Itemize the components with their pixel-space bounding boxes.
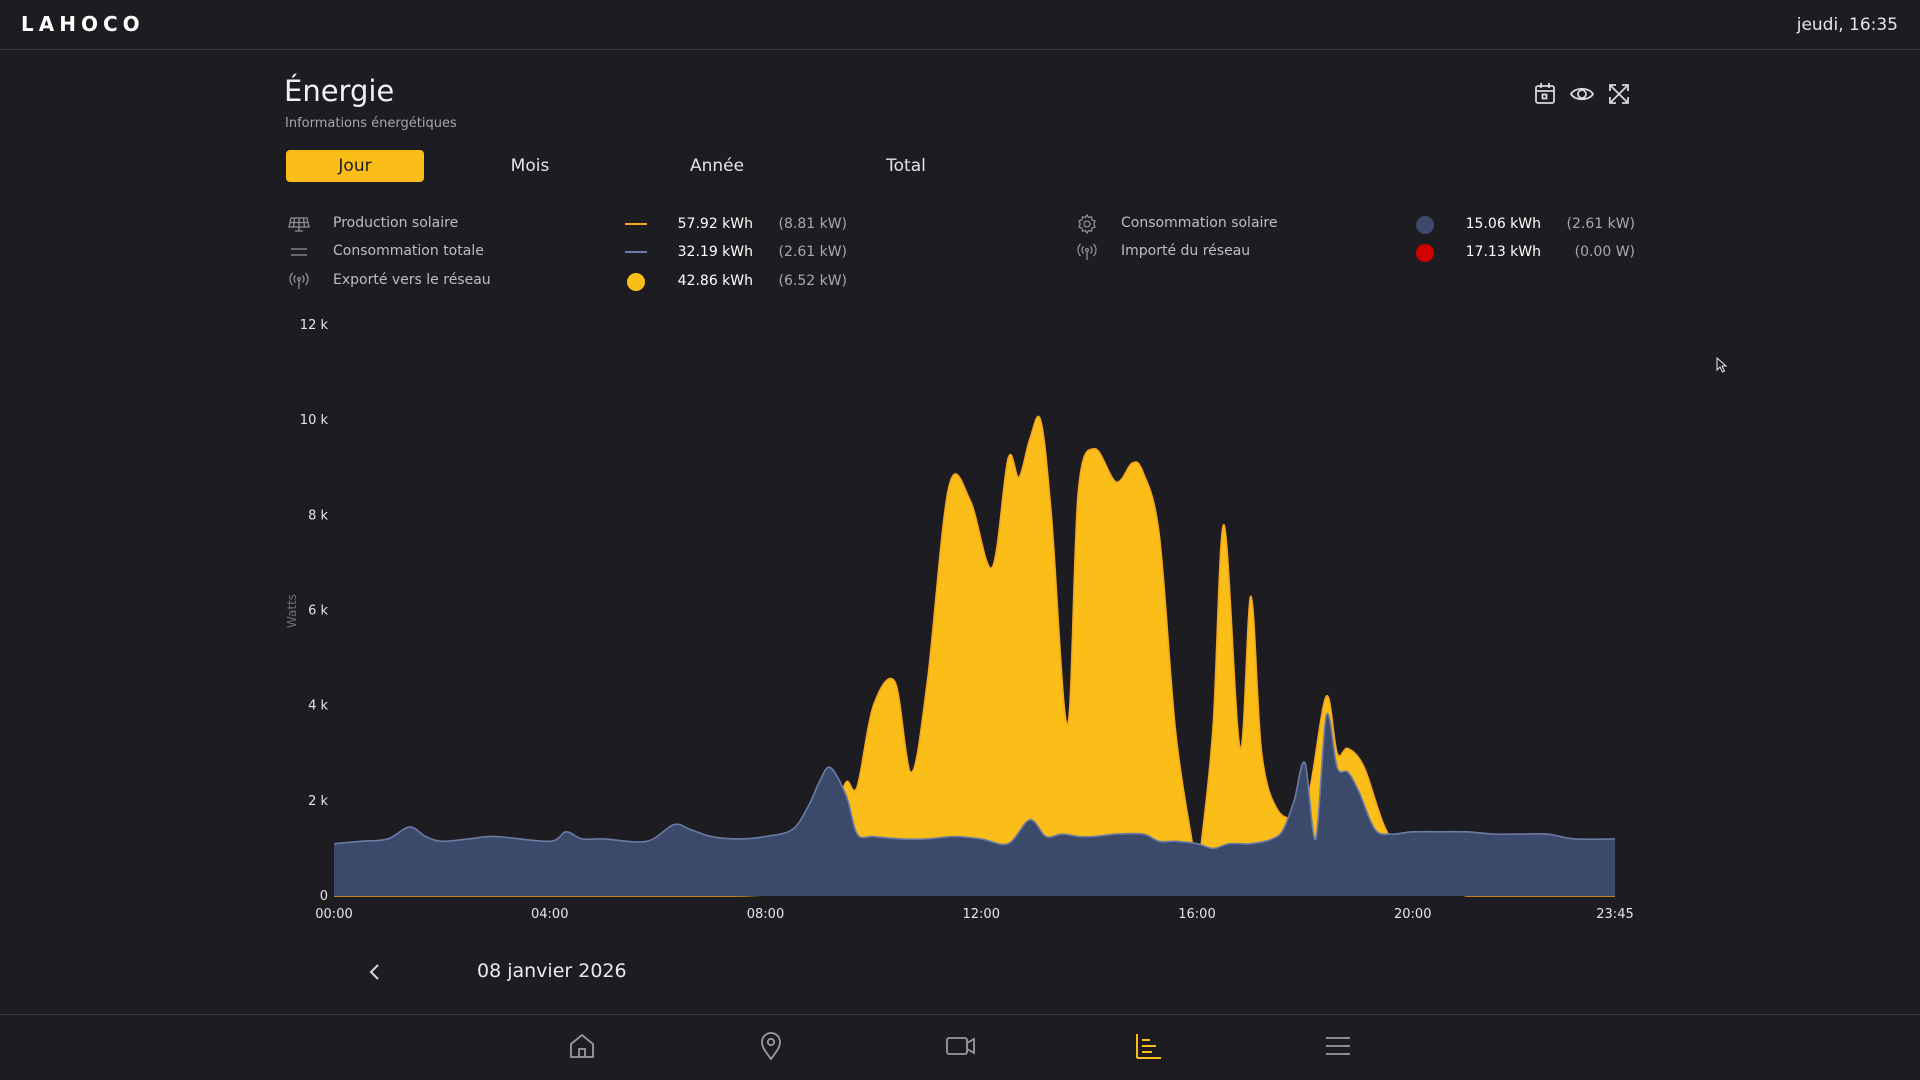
- y-tick-label: 2 k: [308, 794, 328, 809]
- legend-energy: 17.13 kWh: [1465, 244, 1541, 260]
- eye-icon[interactable]: [1568, 80, 1596, 108]
- legend-label: Consommation totale: [333, 243, 484, 259]
- legend-label: Consommation solaire: [1121, 215, 1278, 231]
- top-bar: LAHOCO jeudi, 16:35: [0, 0, 1920, 50]
- x-tick-label: 23:45: [1596, 907, 1633, 922]
- x-tick-label: 20:00: [1394, 907, 1431, 922]
- legend-power: (0.00 W): [1574, 244, 1635, 260]
- legend-power: (2.61 kW): [1566, 216, 1636, 232]
- legend-power: (6.52 kW): [778, 273, 848, 289]
- solar-panel-icon: [288, 213, 310, 235]
- consumption-lines-icon: [288, 241, 310, 263]
- legend-line-marker: [625, 251, 647, 253]
- calendar-icon[interactable]: [1531, 80, 1559, 108]
- tab-total[interactable]: Total: [886, 156, 926, 176]
- legend-label: Production solaire: [333, 215, 459, 231]
- y-axis-label: Watts: [285, 594, 299, 628]
- legend-dot-marker: [627, 273, 645, 291]
- series-area-production-solaire: [334, 416, 1615, 896]
- x-tick-label: 12:00: [963, 907, 1000, 922]
- series-line-production-solaire: [334, 415, 1615, 897]
- y-tick-label: 4 k: [308, 699, 328, 714]
- x-tick-label: 00:00: [315, 907, 352, 922]
- menu-icon[interactable]: [1321, 1029, 1355, 1063]
- legend-dot-marker: [1416, 244, 1434, 262]
- current-date: 08 janvier 2026: [477, 960, 627, 982]
- y-tick-label: 10 k: [300, 413, 329, 428]
- home-icon[interactable]: [565, 1029, 599, 1063]
- legend-power: (2.61 kW): [778, 244, 848, 260]
- legend-energy: 42.86 kWh: [677, 273, 753, 289]
- y-tick-label: 6 k: [308, 604, 328, 619]
- legend-energy: 57.92 kWh: [677, 216, 753, 232]
- fullscreen-icon[interactable]: [1605, 80, 1633, 108]
- antenna-icon: [1076, 241, 1098, 263]
- period-tabs: Jour Mois Année Total: [286, 150, 966, 184]
- legend-power: (8.81 kW): [778, 216, 848, 232]
- chart-icon[interactable]: [1132, 1029, 1166, 1063]
- date-navigation: 08 janvier 2026: [360, 955, 760, 995]
- location-pin-icon[interactable]: [754, 1029, 788, 1063]
- camera-icon[interactable]: [944, 1029, 978, 1063]
- y-tick-label: 0: [320, 889, 328, 904]
- antenna-icon: [288, 270, 310, 292]
- page-subtitle: Informations énergétiques: [285, 116, 457, 131]
- legend-energy: 32.19 kWh: [677, 244, 753, 260]
- legend-line-marker: [625, 223, 647, 225]
- bottom-navigation: [0, 1014, 1920, 1080]
- legend-importe-reseau: Importé du réseau 17.13 kWh (0.00 W): [1076, 241, 1636, 265]
- legend-consommation-solaire: Consommation solaire 15.06 kWh (2.61 kW): [1076, 213, 1636, 237]
- y-tick-label: 12 k: [300, 318, 329, 333]
- header-actions: [1531, 80, 1636, 110]
- mouse-cursor-icon: [1716, 356, 1728, 373]
- series-line-consommation-totale: [333, 712, 1616, 850]
- x-tick-label: 04:00: [531, 907, 568, 922]
- clock: jeudi, 16:35: [1796, 15, 1898, 35]
- tab-jour[interactable]: Jour: [286, 150, 424, 182]
- legend-label: Exporté vers le réseau: [333, 272, 491, 288]
- tab-annee[interactable]: Année: [689, 156, 745, 176]
- legend-exporte-reseau: Exporté vers le réseau 42.86 kWh (6.52 k…: [288, 270, 848, 294]
- legend-energy: 15.06 kWh: [1465, 216, 1541, 232]
- gear-icon: [1076, 213, 1098, 235]
- legend-dot-marker: [1416, 216, 1434, 234]
- y-tick-label: 8 k: [308, 508, 328, 523]
- legend-consommation-totale: Consommation totale 32.19 kWh (2.61 kW): [288, 241, 848, 265]
- legend-label: Importé du réseau: [1121, 243, 1251, 259]
- series-area-consommation-totale: [334, 713, 1615, 896]
- chart-svg: 0 2 k 4 k 6 k 8 k 10 k 12 k 00:00 04:00 08:00 12:0…: [285, 318, 1634, 922]
- brand-logo: LAHOCO: [21, 12, 145, 36]
- legend-production-solaire: Production solaire 57.92 kWh (8.81 kW): [288, 213, 848, 237]
- energy-chart[interactable]: 0 2 k 4 k 6 k 8 k 10 k 12 k 00:00 04:00 08:00 12:0…: [270, 305, 1650, 935]
- chevron-left-icon[interactable]: [360, 957, 390, 987]
- page-title: Énergie: [284, 74, 395, 108]
- tab-mois[interactable]: Mois: [510, 156, 550, 176]
- x-tick-label: 16:00: [1178, 907, 1215, 922]
- x-tick-label: 08:00: [747, 907, 784, 922]
